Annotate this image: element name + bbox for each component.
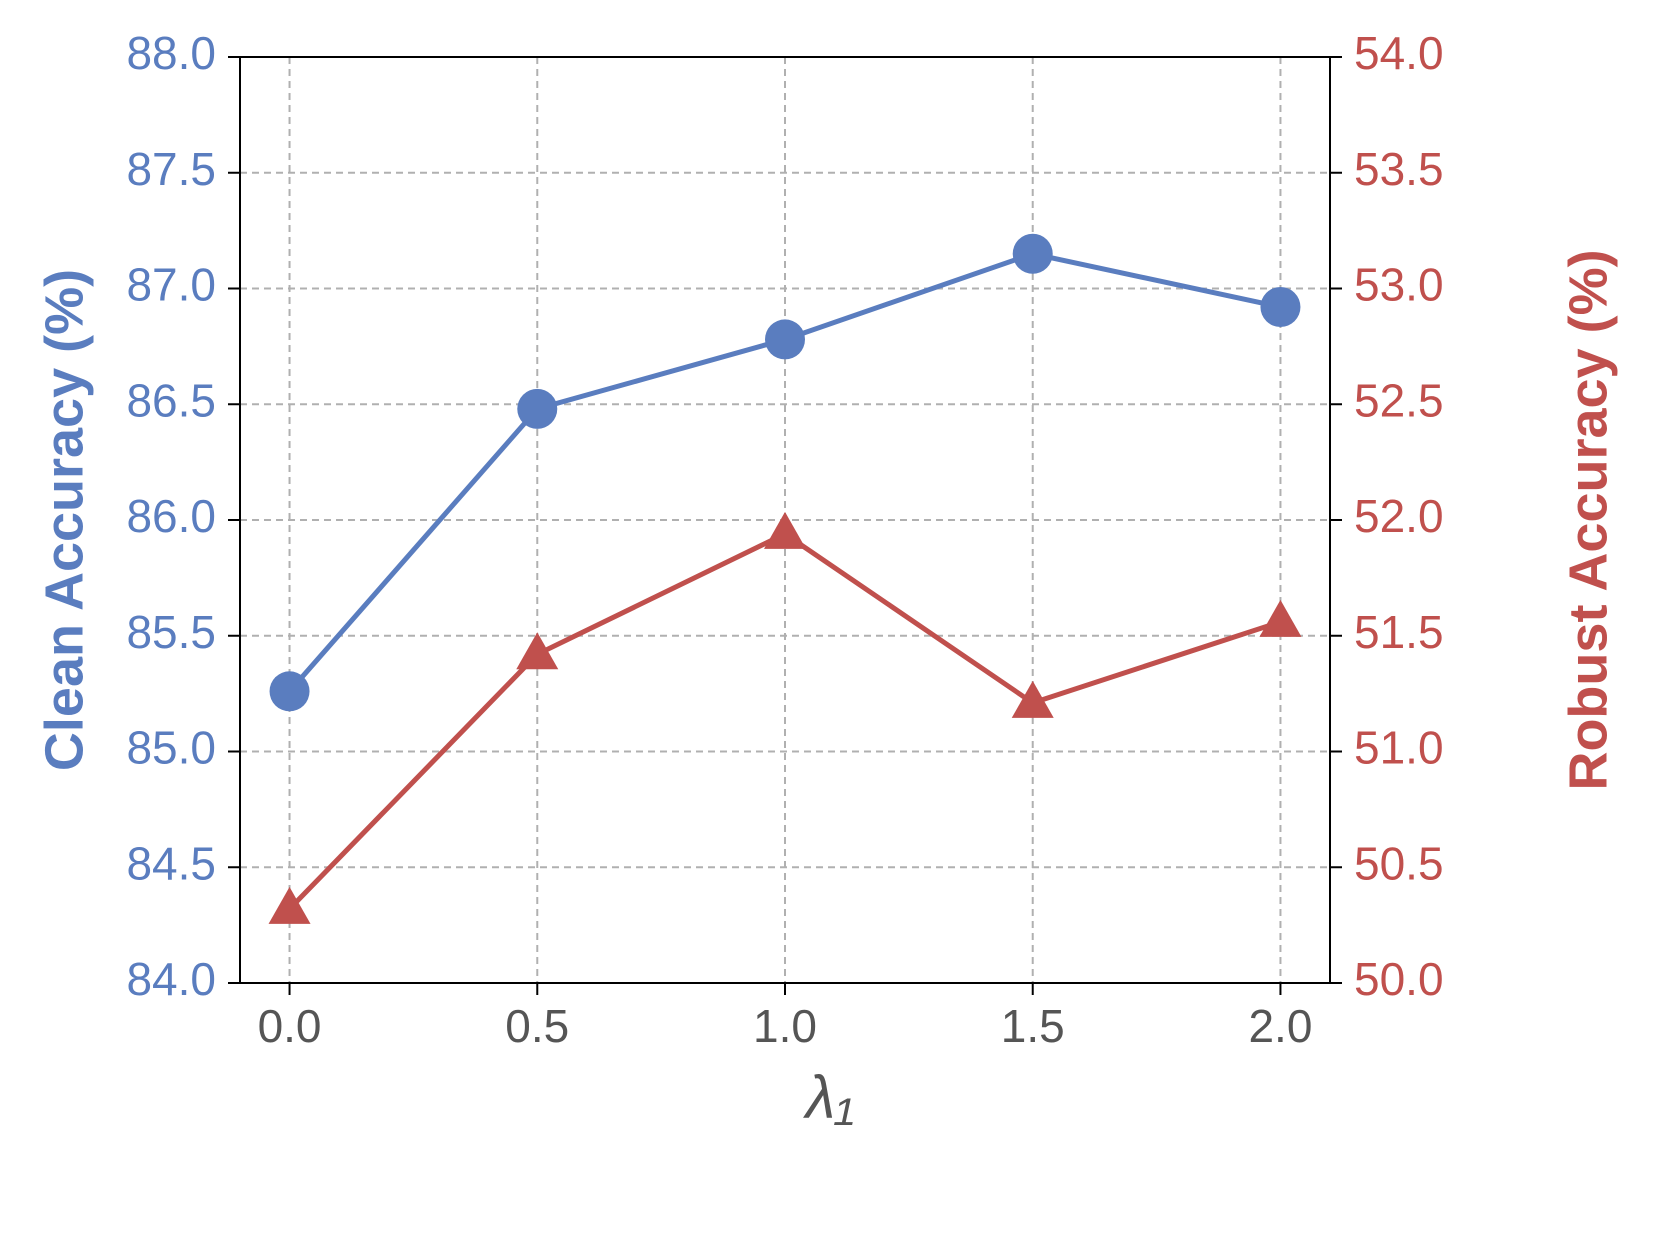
triangle-marker xyxy=(764,511,806,549)
y-axis-label: Clean Accuracy (%) xyxy=(34,269,94,771)
y2-tick-label: 52.5 xyxy=(1354,374,1444,426)
y2-tick-label: 53.5 xyxy=(1354,143,1444,195)
circle-marker xyxy=(1260,287,1301,328)
y-tick-label: 84.5 xyxy=(126,837,216,889)
y2-tick-label: 51.5 xyxy=(1354,606,1444,658)
x-tick-label: 1.5 xyxy=(1001,1000,1065,1052)
triangle-marker xyxy=(1259,599,1302,637)
y2-axis-label: Robust Accuracy (%) xyxy=(1558,249,1618,790)
y-tick-label: 87.5 xyxy=(126,143,216,195)
circle-marker xyxy=(269,671,310,712)
y-tick-label: 85.5 xyxy=(126,606,216,658)
y-tick-label: 86.5 xyxy=(126,374,216,426)
y-tick-label: 86.0 xyxy=(126,490,216,542)
y-tick-label: 87.0 xyxy=(126,259,216,311)
circle-marker xyxy=(517,388,558,429)
triangle-marker xyxy=(268,886,311,924)
y2-tick-label: 54.0 xyxy=(1354,27,1444,79)
y2-tick-label: 50.5 xyxy=(1354,837,1444,889)
circle-marker xyxy=(1012,233,1053,274)
y-tick-label: 88.0 xyxy=(126,27,216,79)
y2-tick-label: 52.0 xyxy=(1354,490,1444,542)
x-tick-label: 0.5 xyxy=(505,1000,569,1052)
y2-tick-label: 51.0 xyxy=(1354,722,1444,774)
x-tick-label: 1.0 xyxy=(753,1000,817,1052)
circle-marker xyxy=(765,319,805,360)
triangle-marker xyxy=(1011,680,1054,718)
y-tick-label: 84.0 xyxy=(126,953,216,1005)
x-axis-label: λ₁ xyxy=(803,1064,854,1131)
x-tick-label: 2.0 xyxy=(1248,1000,1312,1052)
y2-tick-label: 50.0 xyxy=(1354,953,1444,1005)
x-tick-label: 0.0 xyxy=(258,1000,322,1052)
y2-tick-label: 53.0 xyxy=(1354,259,1444,311)
triangle-marker xyxy=(516,632,559,670)
y-tick-label: 85.0 xyxy=(126,722,216,774)
